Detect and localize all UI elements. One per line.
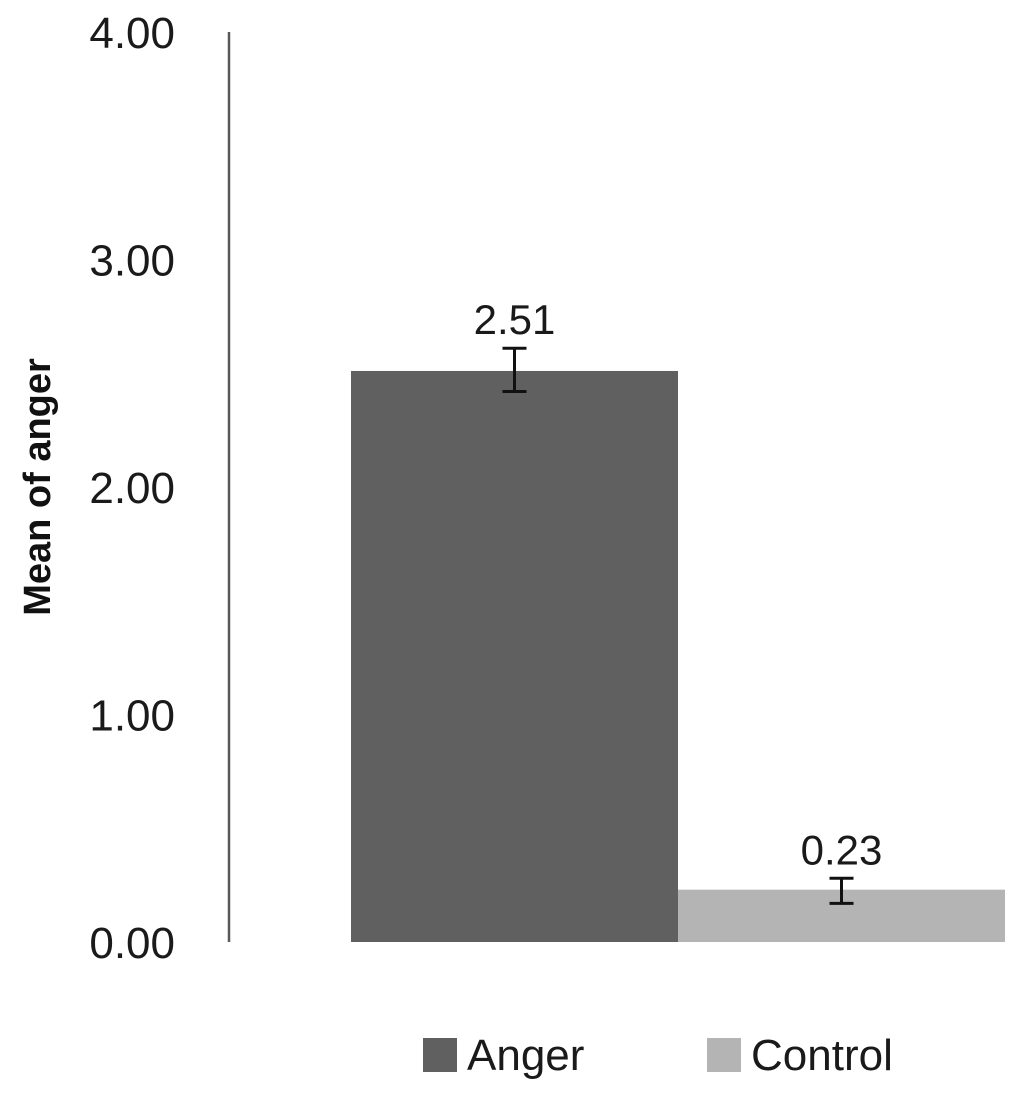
bar-anger [351, 370, 678, 943]
legend-item-anger: Anger [423, 1031, 584, 1080]
y-tick-label: 1.00 [89, 692, 175, 741]
data-label: 2.51 [474, 296, 556, 343]
legend-item-control: Control [707, 1031, 893, 1080]
error-bar [502, 346, 527, 393]
y-axis-label: Mean of anger [17, 358, 59, 616]
error-bar [829, 876, 854, 905]
bars [351, 370, 1005, 943]
y-tick-label: 4.00 [89, 9, 175, 58]
y-tick-label: 2.00 [89, 464, 175, 513]
legend-label: Anger [467, 1031, 584, 1080]
legend-swatch [707, 1038, 741, 1072]
y-tick-label: 3.00 [89, 237, 175, 286]
data-label: 0.23 [801, 826, 883, 873]
legend-label: Control [751, 1031, 893, 1080]
legend-swatch [423, 1038, 457, 1072]
error-bars [502, 346, 854, 905]
y-tick-labels: 0.00 1.00 2.00 3.00 4.00 [89, 9, 175, 968]
legend: Anger Control [423, 1031, 893, 1080]
y-tick-label: 0.00 [89, 919, 175, 968]
data-labels: 2.51 0.23 [474, 296, 883, 873]
